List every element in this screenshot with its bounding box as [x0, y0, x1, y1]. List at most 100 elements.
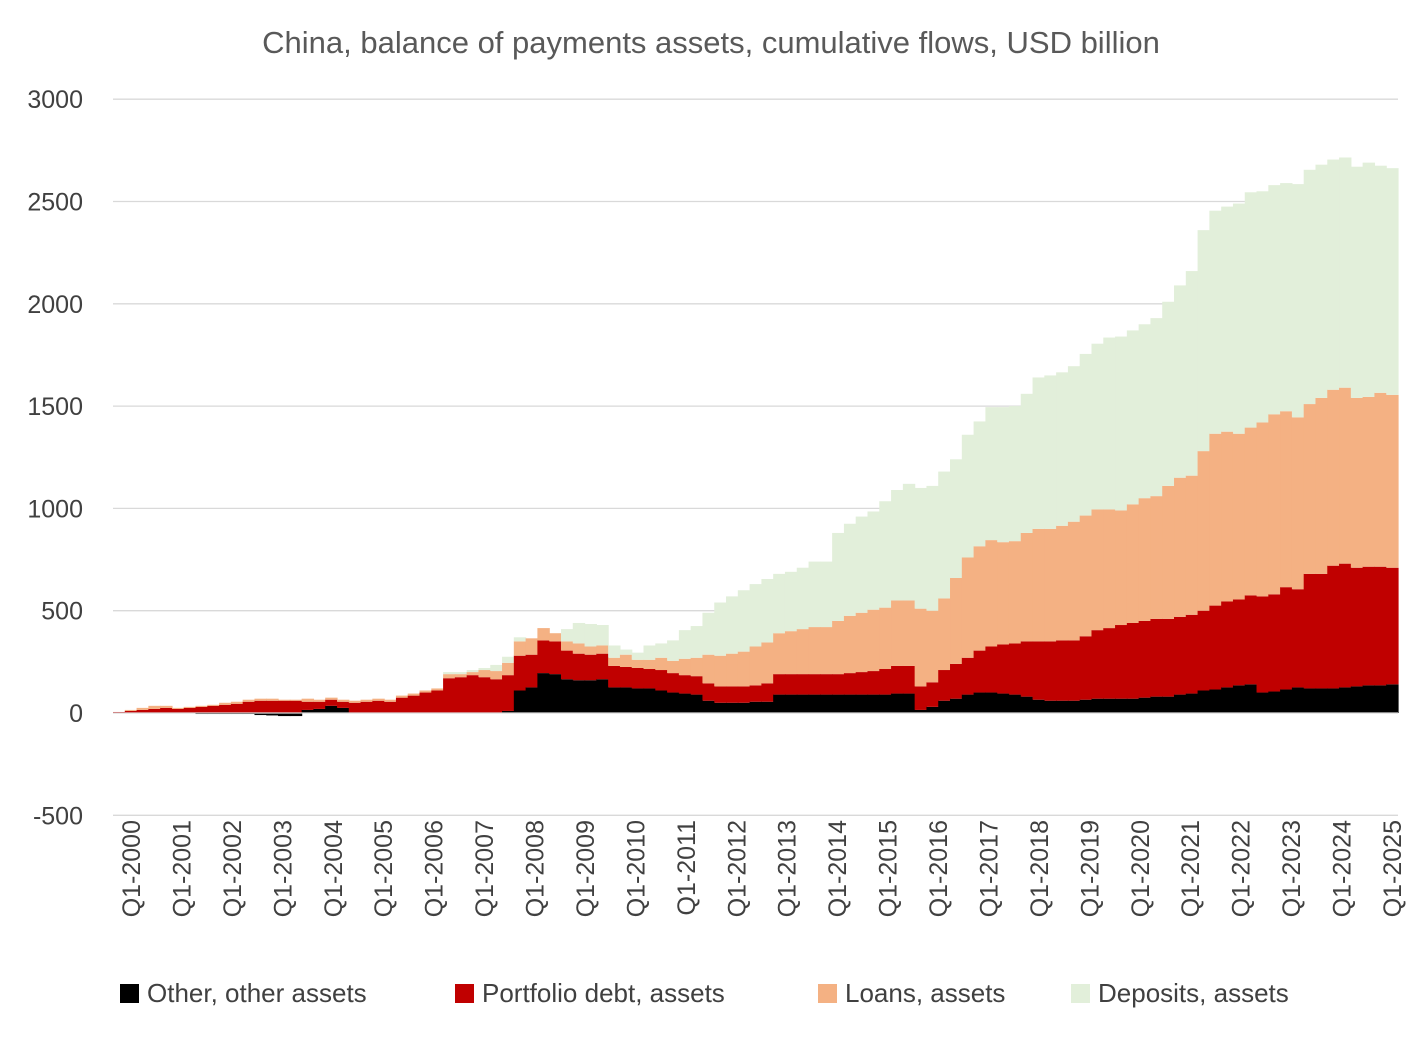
bar-segment [1020, 696, 1034, 713]
bar-segment [1386, 684, 1399, 713]
bar-segment [1138, 498, 1152, 621]
bar-segment [525, 654, 538, 688]
bar-segment [1056, 372, 1069, 526]
bar-segment [502, 656, 515, 663]
bar-segment [997, 693, 1010, 713]
bar-segment [726, 596, 739, 654]
bar-segment [891, 665, 904, 694]
bar-segment [478, 677, 491, 713]
bar-segment [230, 701, 244, 704]
bar-segment [502, 710, 515, 713]
bar-segment [1020, 393, 1034, 533]
bar-segment [490, 671, 503, 680]
x-tick-label: Q1-2014 [824, 820, 852, 917]
bar-segment [855, 672, 869, 695]
bar-segment [266, 698, 279, 701]
bar-segment [1091, 698, 1104, 713]
bar-segment [171, 708, 185, 713]
bars [113, 157, 1399, 717]
bar-segment [1103, 337, 1116, 510]
bar-segment [560, 650, 574, 680]
bar-segment [384, 699, 397, 702]
bar-segment [843, 673, 857, 695]
bar-segment [360, 699, 373, 702]
bar-segment [171, 707, 185, 709]
bar-segment [301, 698, 315, 702]
bar-segment [325, 697, 338, 700]
bar-segment [348, 700, 362, 703]
bar-segment [902, 600, 916, 666]
bar-segment [490, 664, 503, 672]
bar-segment [761, 683, 774, 702]
bar-segment [1303, 573, 1317, 689]
bar-segment [690, 694, 704, 713]
bar-segment [1115, 510, 1128, 626]
bar-segment [714, 602, 727, 656]
bar-segment [655, 657, 668, 671]
bar-segment [1221, 687, 1234, 713]
bar-segment [714, 686, 727, 703]
bar-segment [1209, 433, 1222, 606]
bar-segment [1044, 528, 1057, 642]
bar-segment [961, 694, 975, 713]
bar-segment [773, 674, 786, 695]
bar-segment [124, 709, 138, 711]
bar-segment [879, 501, 892, 608]
bar-segment [1291, 417, 1305, 590]
bar-segment [1103, 628, 1116, 699]
bar-segment [997, 644, 1010, 694]
bar-segment [726, 702, 739, 713]
bar-segment [1032, 528, 1045, 642]
bar-segment [242, 699, 256, 702]
bar-segment [1126, 698, 1140, 713]
bar-segment [266, 700, 279, 713]
bar-segment [1197, 610, 1210, 691]
bar-segment [490, 679, 503, 713]
bar-segment [808, 674, 821, 695]
bar-segment [714, 702, 727, 713]
bar-segment [1256, 422, 1269, 597]
bar-segment [914, 686, 928, 710]
bar-segment [855, 694, 869, 713]
bar-segment [454, 672, 468, 675]
x-tick-label: Q1-2000 [118, 820, 146, 917]
bar-segment [702, 683, 715, 701]
x-tick-label: Q1-2002 [219, 820, 247, 917]
bar-segment [1291, 589, 1305, 688]
bar-segment [1291, 687, 1305, 713]
bar-segment [608, 645, 621, 658]
bar-segment [395, 697, 409, 713]
bar-segment [148, 708, 161, 713]
bar-segment [926, 706, 939, 713]
bar-segment [313, 708, 326, 713]
bar-segment [1386, 567, 1399, 685]
x-tick-label: Q1-2001 [168, 820, 196, 917]
bar-segment [678, 630, 692, 659]
x-tick-label: Q1-2011 [673, 820, 701, 915]
bar-segment [466, 675, 480, 713]
bar-segment [549, 633, 562, 642]
bar-segment [1209, 605, 1222, 690]
bar-segment [1280, 689, 1293, 713]
bar-segment [431, 688, 444, 691]
bar-segment [502, 662, 515, 676]
bar-segment [879, 607, 892, 670]
gridlines [113, 98, 1398, 816]
bar-segment [737, 686, 751, 703]
bar-segment [478, 667, 491, 671]
x-tick-label: Q1-2022 [1228, 820, 1256, 917]
bar-segment [1350, 686, 1364, 713]
bar-segment [407, 695, 421, 713]
bar-segment [631, 667, 645, 689]
bar-segment [678, 693, 692, 713]
bar-segment [1138, 697, 1152, 713]
bar-segment [1174, 616, 1187, 695]
bar-segment [608, 657, 621, 666]
bar-segment [1162, 485, 1175, 619]
bar-segment [1303, 169, 1317, 405]
legend-swatch [120, 984, 139, 1003]
bar-segment [619, 666, 633, 688]
bar-segment [796, 694, 810, 713]
bar-segment [843, 523, 857, 616]
bar-segment [796, 629, 810, 675]
